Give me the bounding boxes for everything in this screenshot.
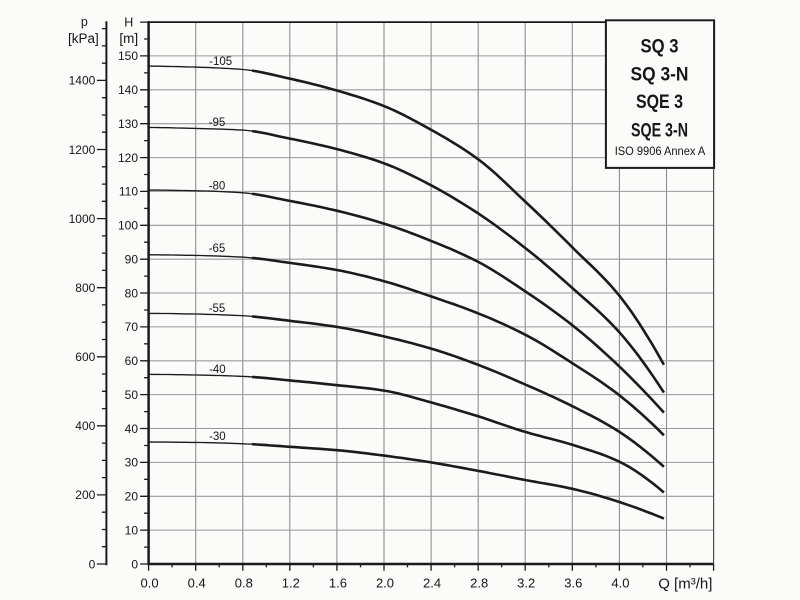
- svg-text:ISO 9906 Annex A: ISO 9906 Annex A: [615, 144, 706, 158]
- svg-text:SQE 3-N: SQE 3-N: [631, 120, 688, 142]
- svg-text:3.6: 3.6: [564, 576, 582, 591]
- svg-text:100: 100: [118, 219, 138, 233]
- svg-text:40: 40: [125, 422, 139, 436]
- svg-text:60: 60: [125, 354, 139, 368]
- svg-text:10: 10: [125, 523, 139, 537]
- svg-text:-65: -65: [209, 243, 226, 255]
- svg-text:30: 30: [125, 456, 139, 470]
- svg-text:20: 20: [125, 490, 139, 504]
- svg-text:130: 130: [118, 117, 138, 131]
- svg-text:120: 120: [118, 151, 138, 165]
- svg-text:SQ 3-N: SQ 3-N: [631, 63, 689, 85]
- svg-text:70: 70: [125, 320, 139, 334]
- svg-text:2.4: 2.4: [423, 576, 441, 591]
- svg-text:3.2: 3.2: [517, 576, 535, 591]
- svg-text:-40: -40: [209, 364, 226, 376]
- svg-text:1.6: 1.6: [329, 576, 347, 591]
- svg-text:200: 200: [75, 488, 95, 502]
- svg-text:140: 140: [118, 83, 138, 97]
- svg-text:1200: 1200: [69, 143, 96, 157]
- svg-text:600: 600: [75, 350, 95, 364]
- svg-text:150: 150: [118, 49, 138, 63]
- svg-text:90: 90: [125, 253, 139, 267]
- svg-text:400: 400: [75, 419, 95, 433]
- svg-text:80: 80: [125, 286, 139, 300]
- svg-text:-95: -95: [209, 117, 226, 129]
- svg-text:0: 0: [131, 557, 138, 571]
- svg-text:800: 800: [75, 281, 95, 295]
- svg-text:0.0: 0.0: [141, 576, 159, 591]
- svg-text:-105: -105: [209, 56, 232, 68]
- svg-text:0: 0: [89, 557, 96, 571]
- svg-text:1000: 1000: [69, 212, 96, 226]
- svg-text:[m]: [m]: [119, 31, 138, 46]
- svg-text:H: H: [124, 15, 133, 29]
- svg-text:0.4: 0.4: [188, 576, 206, 591]
- svg-text:50: 50: [125, 388, 139, 402]
- svg-text:1.2: 1.2: [282, 576, 300, 591]
- svg-text:0.8: 0.8: [235, 576, 253, 591]
- svg-text:-30: -30: [209, 431, 226, 443]
- svg-text:2.0: 2.0: [376, 576, 394, 591]
- svg-text:Q [m³/h]: Q [m³/h]: [658, 576, 712, 593]
- svg-text:SQE 3: SQE 3: [636, 91, 683, 113]
- svg-text:[kPa]: [kPa]: [68, 31, 99, 46]
- svg-text:SQ 3: SQ 3: [641, 35, 679, 57]
- svg-text:4.0: 4.0: [611, 576, 629, 591]
- svg-text:2.8: 2.8: [470, 576, 488, 591]
- svg-text:110: 110: [119, 185, 138, 199]
- svg-text:-80: -80: [209, 180, 226, 192]
- svg-text:p: p: [81, 15, 88, 29]
- svg-text:-55: -55: [209, 303, 226, 315]
- svg-text:1400: 1400: [69, 74, 96, 88]
